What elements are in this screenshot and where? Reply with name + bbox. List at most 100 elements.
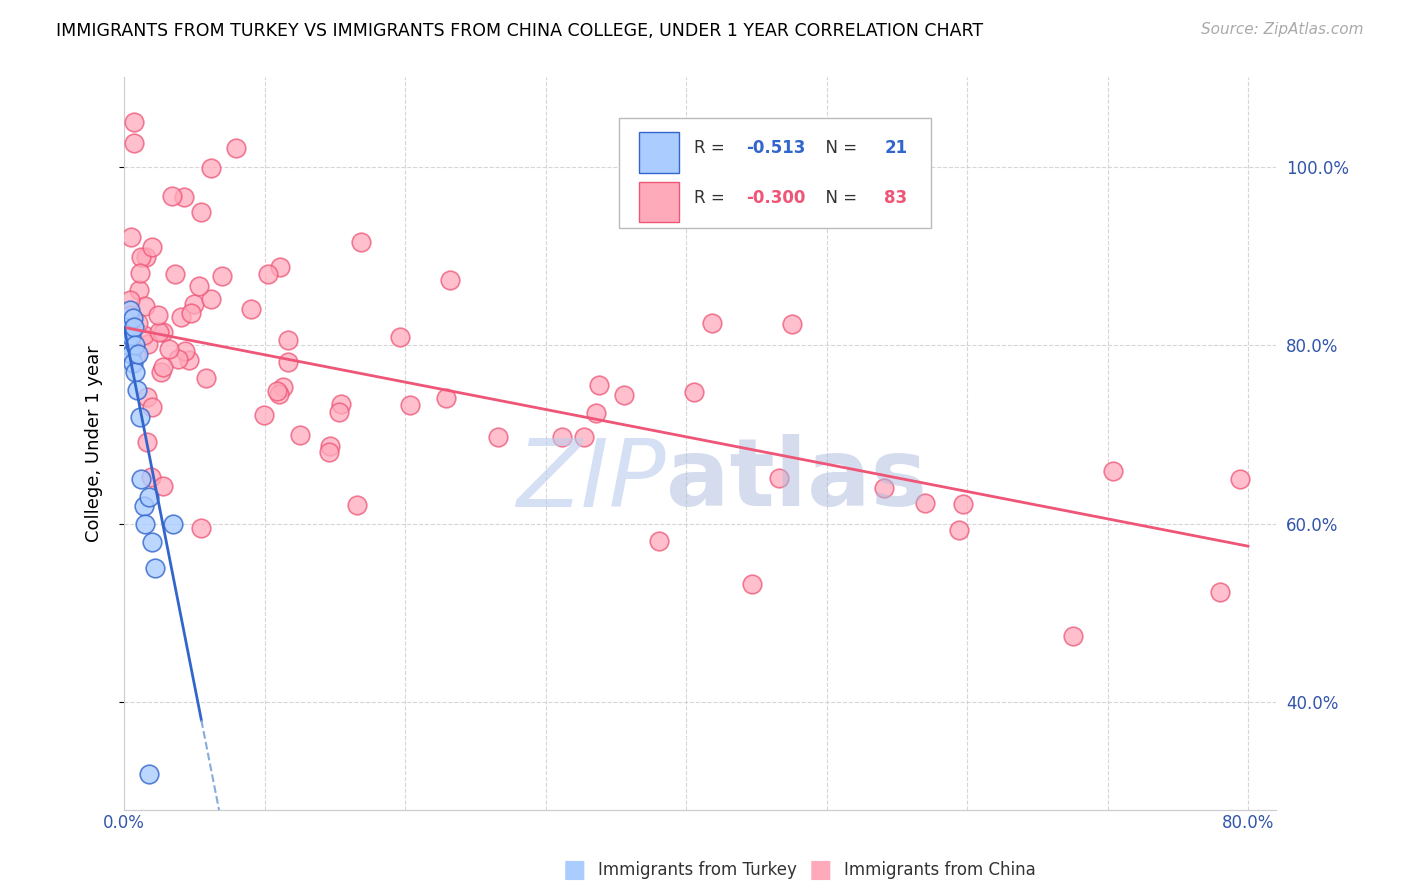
Point bbox=[574, 430, 596, 444]
Point bbox=[129, 472, 152, 486]
Point bbox=[200, 161, 222, 175]
Text: ■: ■ bbox=[808, 858, 832, 881]
Point bbox=[486, 430, 509, 444]
Point bbox=[121, 356, 143, 370]
Point bbox=[177, 353, 200, 368]
Point bbox=[162, 516, 184, 531]
Text: IMMIGRANTS FROM TURKEY VS IMMIGRANTS FROM CHINA COLLEGE, UNDER 1 YEAR CORRELATIO: IMMIGRANTS FROM TURKEY VS IMMIGRANTS FRO… bbox=[56, 22, 983, 40]
Point bbox=[388, 330, 411, 344]
Point bbox=[271, 379, 294, 393]
Point bbox=[124, 115, 146, 129]
Point bbox=[269, 387, 291, 401]
Point bbox=[550, 430, 572, 444]
Point bbox=[318, 445, 340, 459]
Point bbox=[328, 405, 350, 419]
Point bbox=[124, 365, 146, 379]
Point bbox=[157, 342, 180, 356]
Text: -0.513: -0.513 bbox=[747, 139, 806, 158]
Point bbox=[266, 384, 288, 398]
Point bbox=[121, 311, 143, 326]
Text: 83: 83 bbox=[884, 188, 907, 207]
Text: Source: ZipAtlas.com: Source: ZipAtlas.com bbox=[1201, 22, 1364, 37]
Text: ZIP: ZIP bbox=[516, 434, 665, 525]
Point bbox=[120, 347, 142, 361]
Point bbox=[768, 471, 790, 485]
Point bbox=[585, 406, 607, 420]
Point bbox=[125, 348, 148, 362]
Point bbox=[952, 497, 974, 511]
Point bbox=[143, 561, 166, 575]
Point bbox=[277, 355, 299, 369]
Point bbox=[141, 534, 163, 549]
Point bbox=[183, 297, 205, 311]
Point bbox=[136, 390, 159, 404]
Point bbox=[117, 338, 139, 352]
Point bbox=[134, 516, 156, 531]
Point bbox=[152, 479, 174, 493]
Point bbox=[132, 499, 155, 513]
Point bbox=[174, 343, 197, 358]
Point bbox=[141, 401, 163, 415]
Point bbox=[129, 250, 152, 264]
Point bbox=[434, 392, 457, 406]
Point bbox=[277, 334, 299, 348]
Point bbox=[914, 496, 936, 510]
Point bbox=[588, 378, 610, 392]
Y-axis label: College, Under 1 year: College, Under 1 year bbox=[86, 345, 103, 541]
Point bbox=[1209, 585, 1232, 599]
Point bbox=[180, 306, 202, 320]
Text: R =: R = bbox=[695, 139, 730, 158]
Point bbox=[1101, 464, 1123, 478]
Text: Immigrants from China: Immigrants from China bbox=[844, 861, 1035, 879]
Point bbox=[115, 320, 138, 334]
Point bbox=[190, 205, 212, 219]
Point bbox=[225, 141, 247, 155]
Text: -0.300: -0.300 bbox=[747, 188, 806, 207]
Point bbox=[741, 577, 763, 591]
Point bbox=[150, 365, 173, 379]
Point bbox=[124, 136, 146, 151]
Point bbox=[257, 267, 280, 281]
Point bbox=[118, 308, 141, 322]
Point bbox=[129, 266, 152, 280]
Point bbox=[780, 317, 803, 331]
Point bbox=[173, 190, 195, 204]
Point bbox=[124, 338, 146, 352]
Text: Immigrants from Turkey: Immigrants from Turkey bbox=[598, 861, 796, 879]
Point bbox=[240, 301, 263, 316]
Point bbox=[120, 293, 142, 307]
Point bbox=[122, 320, 145, 334]
Point bbox=[138, 767, 160, 781]
Point bbox=[190, 521, 212, 535]
Point bbox=[1062, 629, 1084, 643]
Point bbox=[128, 283, 150, 297]
Point bbox=[200, 292, 222, 306]
Point bbox=[269, 260, 291, 275]
Point bbox=[125, 383, 148, 397]
Text: N =: N = bbox=[815, 188, 863, 207]
Point bbox=[118, 302, 141, 317]
Point bbox=[188, 279, 211, 293]
Point bbox=[195, 371, 218, 385]
Point bbox=[136, 435, 159, 450]
Point bbox=[138, 490, 160, 504]
Point bbox=[253, 408, 276, 422]
Point bbox=[141, 469, 163, 483]
Text: N =: N = bbox=[815, 139, 863, 158]
Point bbox=[700, 316, 723, 330]
Text: R =: R = bbox=[695, 188, 730, 207]
Point bbox=[136, 337, 159, 351]
Point bbox=[350, 235, 373, 249]
Point bbox=[167, 351, 190, 366]
Point bbox=[399, 398, 422, 412]
Point bbox=[613, 388, 636, 402]
Text: 21: 21 bbox=[884, 139, 907, 158]
Point bbox=[120, 230, 142, 244]
Point bbox=[330, 396, 353, 410]
Point bbox=[170, 310, 193, 325]
Point bbox=[127, 316, 149, 330]
Point bbox=[211, 268, 233, 283]
Point bbox=[141, 240, 163, 254]
Point bbox=[134, 250, 156, 264]
Point bbox=[948, 524, 970, 538]
